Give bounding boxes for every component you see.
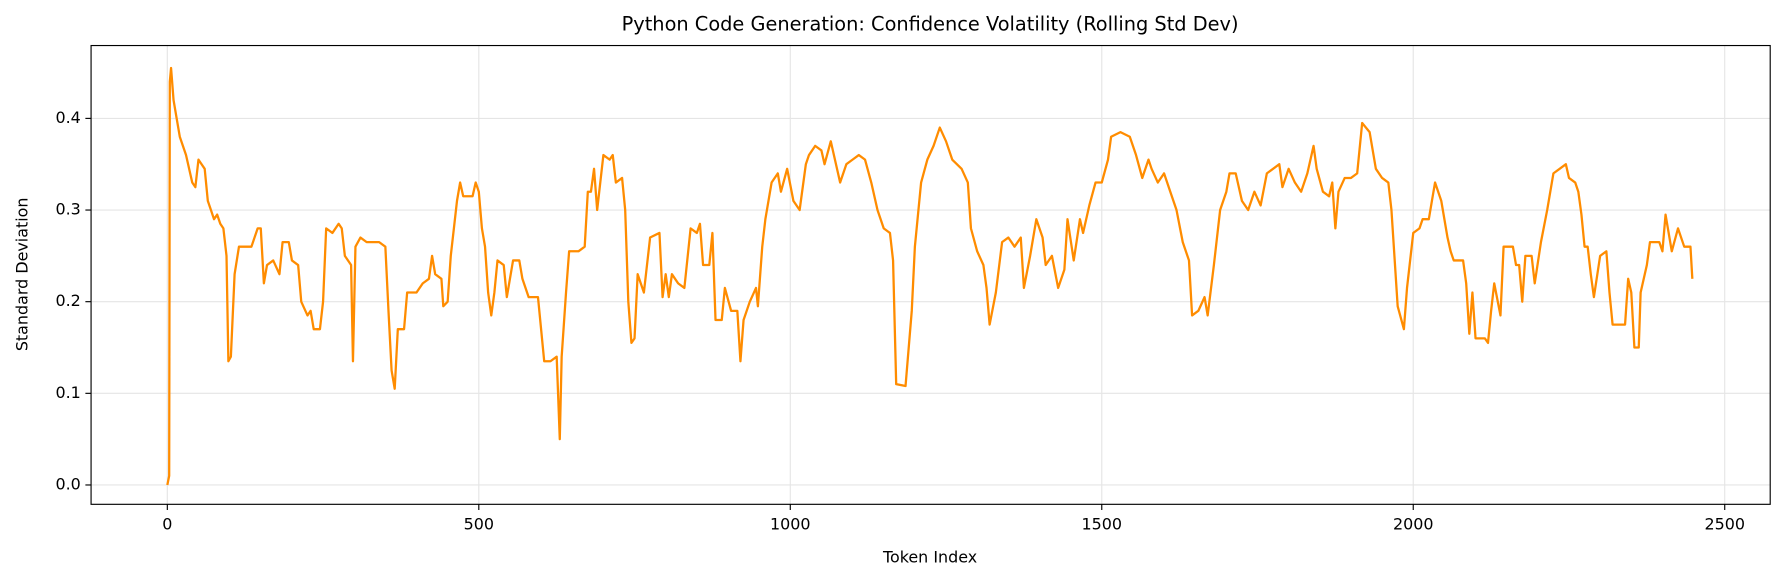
y-axis-label: Standard Deviation xyxy=(12,198,31,352)
y-tick-label: 0.1 xyxy=(55,383,80,402)
x-tick-label: 500 xyxy=(464,514,494,533)
x-axis-label: Token Index xyxy=(882,547,977,566)
x-tick-label: 1500 xyxy=(1081,514,1122,533)
y-tick-label: 0.0 xyxy=(55,474,80,493)
y-tick-label: 0.3 xyxy=(55,200,80,219)
y-tick-label: 0.2 xyxy=(55,291,80,310)
x-tick-label: 2500 xyxy=(1704,514,1745,533)
x-tick-label: 2000 xyxy=(1393,514,1434,533)
plot-frame xyxy=(90,44,1771,505)
x-tick-label: 0 xyxy=(162,514,172,533)
x-tick-label: 1000 xyxy=(770,514,811,533)
chart-title: Python Code Generation: Confidence Volat… xyxy=(622,13,1239,36)
data-line xyxy=(166,66,1694,486)
y-tick-label: 0.4 xyxy=(55,108,80,127)
